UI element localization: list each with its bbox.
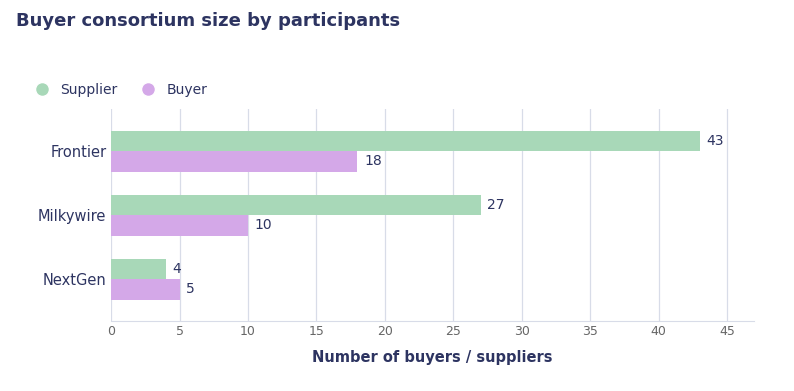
Bar bbox=[111, 279, 179, 300]
Text: 27: 27 bbox=[488, 198, 505, 212]
Text: 4: 4 bbox=[173, 262, 182, 276]
Text: 43: 43 bbox=[707, 134, 724, 148]
Legend: Supplier, Buyer: Supplier, Buyer bbox=[23, 77, 213, 102]
Text: 18: 18 bbox=[364, 154, 382, 168]
Text: 5: 5 bbox=[187, 282, 195, 296]
Text: 10: 10 bbox=[255, 218, 272, 232]
Bar bbox=[111, 151, 357, 172]
Bar bbox=[111, 258, 166, 279]
Text: Buyer consortium size by participants: Buyer consortium size by participants bbox=[16, 12, 400, 30]
Bar bbox=[111, 195, 480, 215]
X-axis label: Number of buyers / suppliers: Number of buyers / suppliers bbox=[313, 350, 553, 364]
Bar bbox=[111, 131, 700, 151]
Bar bbox=[111, 215, 248, 235]
